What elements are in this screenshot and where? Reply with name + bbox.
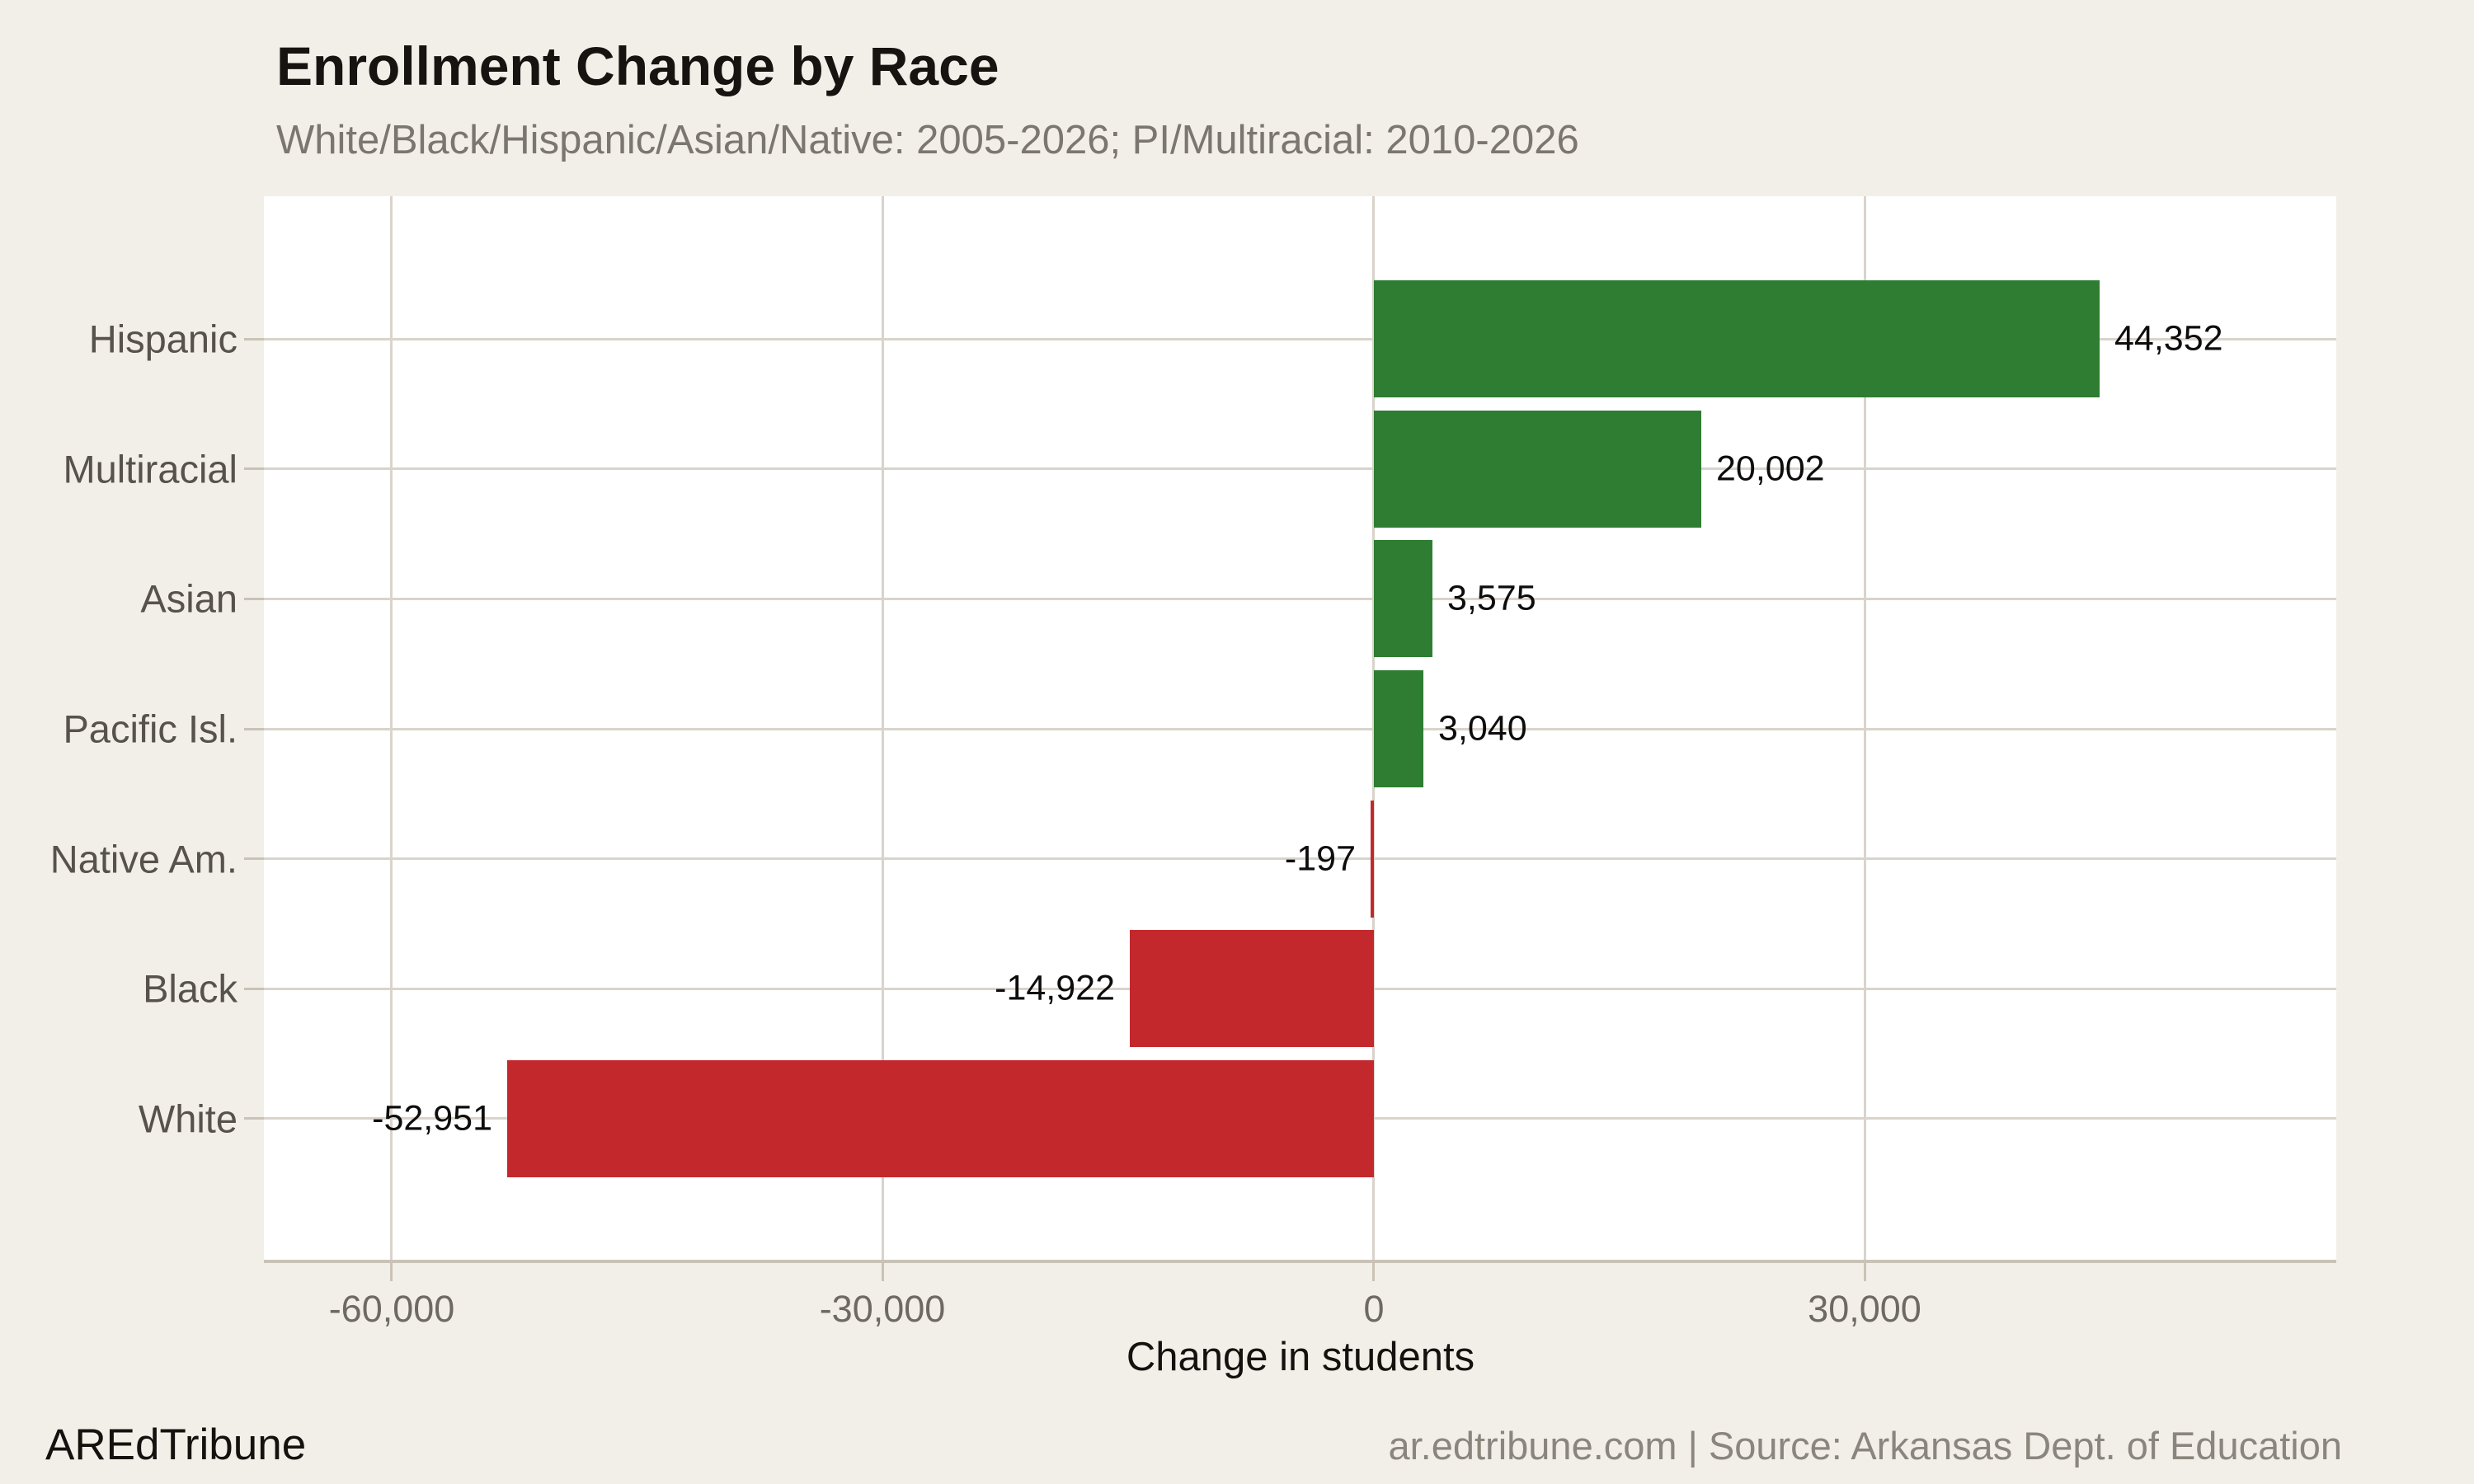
bar-pacific-isl- <box>1374 670 1423 787</box>
brand-text: AREdTribune <box>45 1421 307 1469</box>
source-text: ar.edtribune.com | Source: Arkansas Dept… <box>1388 1424 2342 1468</box>
x-tick-mark <box>1864 1263 1866 1281</box>
y-tick-mark <box>244 857 264 860</box>
category-label: White <box>138 1097 238 1141</box>
x-tick-label: 0 <box>1363 1288 1385 1330</box>
gridline-vertical <box>882 196 884 1261</box>
y-tick-mark <box>244 598 264 600</box>
gridline-vertical <box>390 196 393 1261</box>
x-tick-label: -60,000 <box>328 1288 455 1330</box>
value-label: 44,352 <box>2114 318 2223 359</box>
bar-hispanic <box>1374 280 2100 397</box>
bar-white <box>507 1060 1374 1177</box>
category-label: Black <box>143 966 238 1011</box>
x-tick-mark <box>1372 1263 1375 1281</box>
bar-asian <box>1374 540 1432 657</box>
category-label: Native Am. <box>49 837 238 881</box>
gridline-horizontal <box>264 857 2336 860</box>
gridline-vertical <box>1372 196 1375 1261</box>
y-tick-mark <box>244 338 264 340</box>
x-axis-title: Change in students <box>1126 1335 1475 1379</box>
gridline-horizontal <box>264 728 2336 730</box>
value-label: -52,951 <box>372 1098 492 1139</box>
category-label: Hispanic <box>88 317 238 361</box>
category-label: Pacific Isl. <box>63 707 238 751</box>
category-label: Multiracial <box>63 447 238 491</box>
x-axis-line <box>264 1260 2336 1263</box>
y-tick-mark <box>244 1117 264 1120</box>
y-tick-mark <box>244 728 264 730</box>
gridline-horizontal <box>264 598 2336 600</box>
x-tick-label: -30,000 <box>819 1288 946 1330</box>
x-tick-mark <box>882 1263 884 1281</box>
y-tick-mark <box>244 467 264 470</box>
gridline-horizontal <box>264 338 2336 340</box>
x-tick-mark <box>390 1263 393 1281</box>
chart-title: Enrollment Change by Race <box>276 35 999 96</box>
category-label: Asian <box>140 576 238 621</box>
x-tick-label: 30,000 <box>1808 1288 1921 1330</box>
value-label: 3,575 <box>1447 578 1536 618</box>
bar-native-am- <box>1371 801 1374 918</box>
plot-area: 44,352 20,002 3,575 3,040 -197 -14,922 -52,951 <box>264 196 2336 1261</box>
gridline-vertical <box>1864 196 1866 1261</box>
gridline-horizontal <box>264 467 2336 470</box>
chart-subtitle: White/Black/Hispanic/Asian/Native: 2005-… <box>276 118 1579 162</box>
bar-black <box>1130 930 1374 1047</box>
value-label: -14,922 <box>995 968 1115 1008</box>
value-label: -197 <box>1284 838 1356 879</box>
value-label: 3,040 <box>1438 708 1527 749</box>
value-label: 20,002 <box>1716 448 1825 489</box>
y-tick-mark <box>244 988 264 990</box>
bar-multiracial <box>1374 411 1701 528</box>
